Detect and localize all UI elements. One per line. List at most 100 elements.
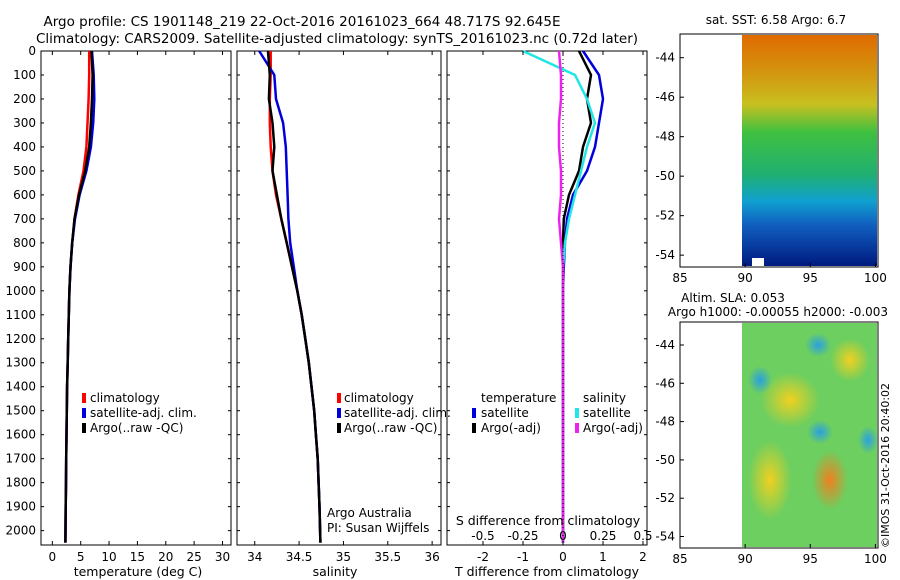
- depth-tick-label: 1700: [5, 452, 36, 466]
- legend-label-satellite: satellite-adj. clim.: [344, 406, 451, 420]
- salinity-note-line2: PI: Susan Wijffels: [327, 521, 429, 535]
- map-y-tick-label: -54: [655, 248, 675, 262]
- legend-swatch-sal-satellite: [575, 408, 579, 418]
- depth-tick-label: 100: [13, 68, 36, 82]
- sst-map-axis: 85 90 95 100 -44 -46 -48 -50 -52 -54: [655, 51, 886, 285]
- legend-label-climatology: climatology: [90, 391, 160, 405]
- x-tick-label: 0: [49, 550, 57, 564]
- legend-swatch-sal-argo: [575, 423, 579, 433]
- salinity-plot: 34 34.5 35 35.5 36: [247, 50, 440, 564]
- sla-blob-blue-d: [858, 426, 878, 454]
- depth-tick-label: 500: [13, 164, 36, 178]
- depth-tick-label: 1200: [5, 332, 36, 346]
- map-x-tick-label: 90: [737, 552, 752, 566]
- depth-tick-label: 600: [13, 188, 36, 202]
- map-y-tick-label: -48: [655, 415, 675, 429]
- depth-tick-label: 1500: [5, 404, 36, 418]
- sla-map-title-line2: Argo h1000: -0.00055 h2000: -0.003: [668, 305, 888, 319]
- map-x-tick-label: 95: [803, 271, 818, 285]
- x-tick-label: 36: [424, 550, 439, 564]
- series-line-satellite-adj-clim-: [258, 50, 322, 543]
- depth-tick-label: 1400: [5, 380, 36, 394]
- x-tick-label: 25: [186, 550, 201, 564]
- depth-tick-label: 700: [13, 212, 36, 226]
- map-y-tick-label: -54: [655, 530, 675, 544]
- legend-label-argo: Argo(..raw -QC): [90, 421, 183, 435]
- salinity-panel-frame: [236, 50, 442, 546]
- map-y-tick-label: -48: [655, 130, 675, 144]
- figure-title-line2: Climatology: CARS2009. Satellite-adjuste…: [36, 31, 638, 47]
- map-x-tick-label: 100: [864, 552, 887, 566]
- legend-label-satellite: satellite-adj. clim.: [90, 406, 197, 420]
- sla-blob-blue-c: [748, 366, 772, 394]
- depth-tick-label: 1100: [5, 308, 36, 322]
- sst-map: [679, 33, 879, 268]
- x-tick-label: 5: [77, 550, 85, 564]
- difference-panel-frame: [446, 50, 648, 546]
- legend-label-sal-argo: Argo(-adj): [583, 421, 643, 435]
- legend-swatch-argo: [82, 423, 86, 433]
- map-y-tick-label: -46: [655, 376, 675, 390]
- depth-tick-label: 2000: [5, 524, 36, 538]
- x-tick-label: 35: [336, 550, 351, 564]
- legend-swatch-climatology: [337, 393, 341, 403]
- top-x-tick-label: -0.5: [471, 529, 494, 543]
- x-tick-label: 35.5: [374, 550, 401, 564]
- sst-map-title: sat. SST: 6.58 Argo: 6.7: [706, 13, 846, 27]
- legend-swatch-temp-argo: [472, 423, 476, 433]
- sla-blob-yellow-a: [760, 372, 820, 428]
- x-tick-label: 30: [215, 550, 230, 564]
- map-y-tick-label: -44: [655, 338, 675, 352]
- top-x-tick-label: 0.5: [633, 529, 652, 543]
- sla-blob-yellow-b: [748, 440, 792, 520]
- map-y-tick-label: -50: [655, 169, 675, 183]
- sla-blob-blue-b: [807, 420, 833, 444]
- legend-swatch-climatology: [82, 393, 86, 403]
- depth-tick-label: 1600: [5, 428, 36, 442]
- salinity-legend: climatology satellite-adj. clim. Argo(..…: [337, 391, 451, 435]
- x-tick-label: 20: [158, 550, 173, 564]
- map-y-tick-label: -52: [655, 209, 675, 223]
- imos-credit: ©IMOS 31-Oct-2016 20:40:02: [879, 383, 892, 548]
- sla-map-title-line1: Altim. SLA: 0.053: [681, 291, 785, 305]
- difference-legend: temperature salinity satellite Argo(-adj…: [472, 391, 643, 435]
- depth-axis: 0 100 200 300 400 500 600 700 800 900 1000 1100 1200…: [5, 44, 647, 538]
- series-line-argo-raw-qc-: [64, 50, 94, 543]
- legend-header-salinity: salinity: [583, 391, 626, 405]
- legend-swatch-argo: [337, 423, 341, 433]
- map-x-tick-label: 85: [672, 552, 687, 566]
- depth-tick-label: 800: [13, 236, 36, 250]
- difference-top-xlabel: S difference from climatology: [456, 513, 641, 528]
- map-y-tick-label: -46: [655, 90, 675, 104]
- x-tick-label: 10: [101, 550, 116, 564]
- depth-tick-label: 0: [28, 44, 36, 58]
- x-tick-label: -1: [517, 550, 529, 564]
- temperature-plot: 0 5 10 15 20 25 30: [49, 50, 230, 564]
- map-x-tick-label: 90: [737, 271, 752, 285]
- legend-label-climatology: climatology: [344, 391, 414, 405]
- series-line-argo-raw-qc-: [266, 50, 322, 543]
- series-line-salinity-argo-adj-: [557, 50, 565, 543]
- map-y-tick-label: -44: [655, 51, 675, 65]
- top-x-tick-label: 0.25: [590, 529, 617, 543]
- temperature-panel-frame: [40, 50, 232, 546]
- series-line-climatology: [268, 51, 322, 543]
- x-tick-label: 2: [639, 550, 647, 564]
- legend-header-temperature: temperature: [481, 391, 556, 405]
- legend-swatch-satellite: [82, 408, 86, 418]
- figure-title-line1: Argo profile: CS 1901148_219 22-Oct-2016…: [43, 14, 560, 30]
- difference-bottom-xlabel: T difference from climatology: [454, 564, 640, 579]
- legend-swatch-satellite: [337, 408, 341, 418]
- sst-map-image: [742, 35, 877, 266]
- depth-tick-label: 1900: [5, 500, 36, 514]
- map-y-tick-label: -52: [655, 491, 675, 505]
- temperature-legend: climatology satellite-adj. clim. Argo(..…: [82, 391, 197, 435]
- depth-tick-label: 900: [13, 260, 36, 274]
- x-tick-label: 15: [130, 550, 145, 564]
- sla-blob-yellow-c: [830, 338, 870, 382]
- sla-map-axis: 85 90 95 100 -44 -46 -48 -50 -52 -54: [655, 338, 886, 566]
- legend-label-argo: Argo(..raw -QC): [344, 421, 437, 435]
- depth-tick-label: 1300: [5, 356, 36, 370]
